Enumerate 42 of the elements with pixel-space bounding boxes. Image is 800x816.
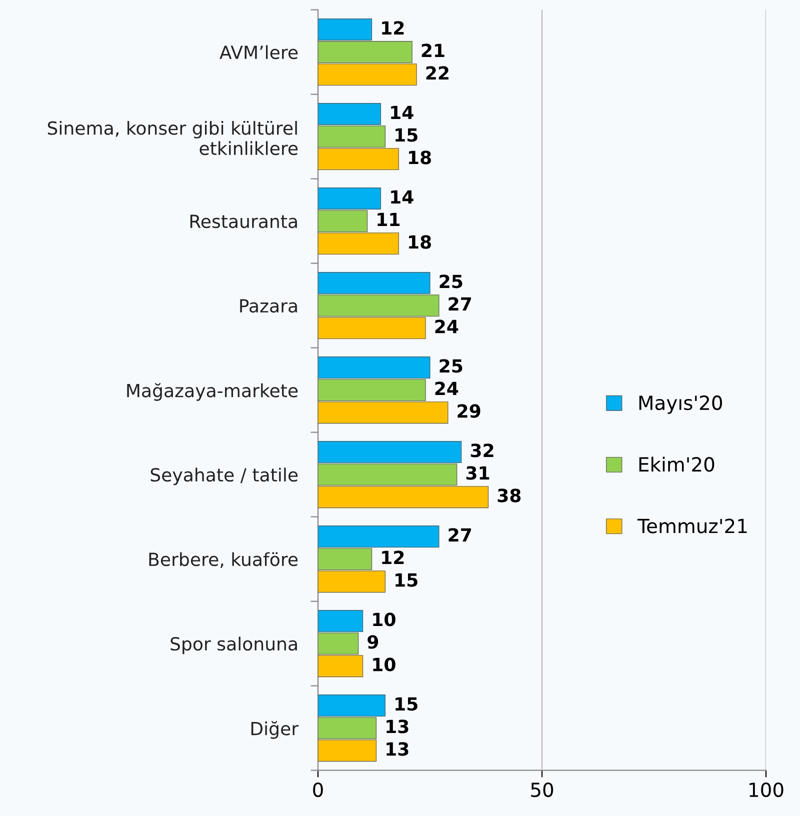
data-label: 24: [435, 320, 458, 334]
y-tick-label: Seyahate / tatile: [150, 468, 298, 486]
data-label: 14: [391, 106, 414, 119]
data-label: 11: [378, 212, 400, 226]
data-label: 13: [386, 720, 408, 734]
data-label: 25: [440, 359, 462, 373]
y-tick-label: AVM’lere: [220, 45, 298, 60]
data-label: 25: [440, 274, 462, 288]
legend-label: Ekim'20: [639, 456, 714, 472]
data-label: 12: [382, 550, 404, 564]
data-label: 29: [458, 404, 480, 418]
data-label: 15: [396, 128, 418, 142]
legend-label: Mayıs'20: [639, 395, 722, 414]
y-tick-label: Restauranta: [190, 214, 297, 228]
data-label: 15: [396, 697, 418, 711]
y-tick-label: Diğer: [251, 720, 299, 739]
data-label: 38: [498, 488, 521, 502]
data-label: 27: [448, 528, 471, 542]
x-tick-label: 0: [313, 782, 323, 798]
data-label: 32: [470, 444, 494, 458]
data-label: 21: [422, 44, 444, 58]
data-label: 13: [386, 742, 408, 756]
y-tick-label: Pazara: [240, 299, 297, 313]
data-label: 18: [409, 150, 431, 164]
data-label: 12: [382, 21, 404, 34]
y-tick-label: Berbere, kuaföre: [149, 552, 298, 568]
data-label: 14: [391, 190, 414, 204]
x-tick-label: 100: [750, 782, 784, 798]
y-tick-label: Spor salonuna: [170, 636, 297, 654]
data-label: 10: [373, 658, 396, 672]
data-label: 31: [466, 466, 490, 480]
y-tick-label: Sinema, konser gibi kültürel etkinliklere: [48, 120, 298, 156]
data-label: 24: [435, 382, 458, 396]
data-label: 10: [373, 612, 396, 626]
x-tick-label: 50: [531, 782, 554, 798]
data-label: 9: [368, 635, 378, 649]
data-label: 27: [448, 297, 471, 311]
data-label: 15: [396, 573, 418, 587]
data-label: 18: [409, 235, 431, 249]
data-label: 22: [426, 66, 448, 80]
y-tick-label: Mağazaya-markete: [127, 382, 298, 401]
legend-label: Temmuz'21: [637, 518, 747, 534]
